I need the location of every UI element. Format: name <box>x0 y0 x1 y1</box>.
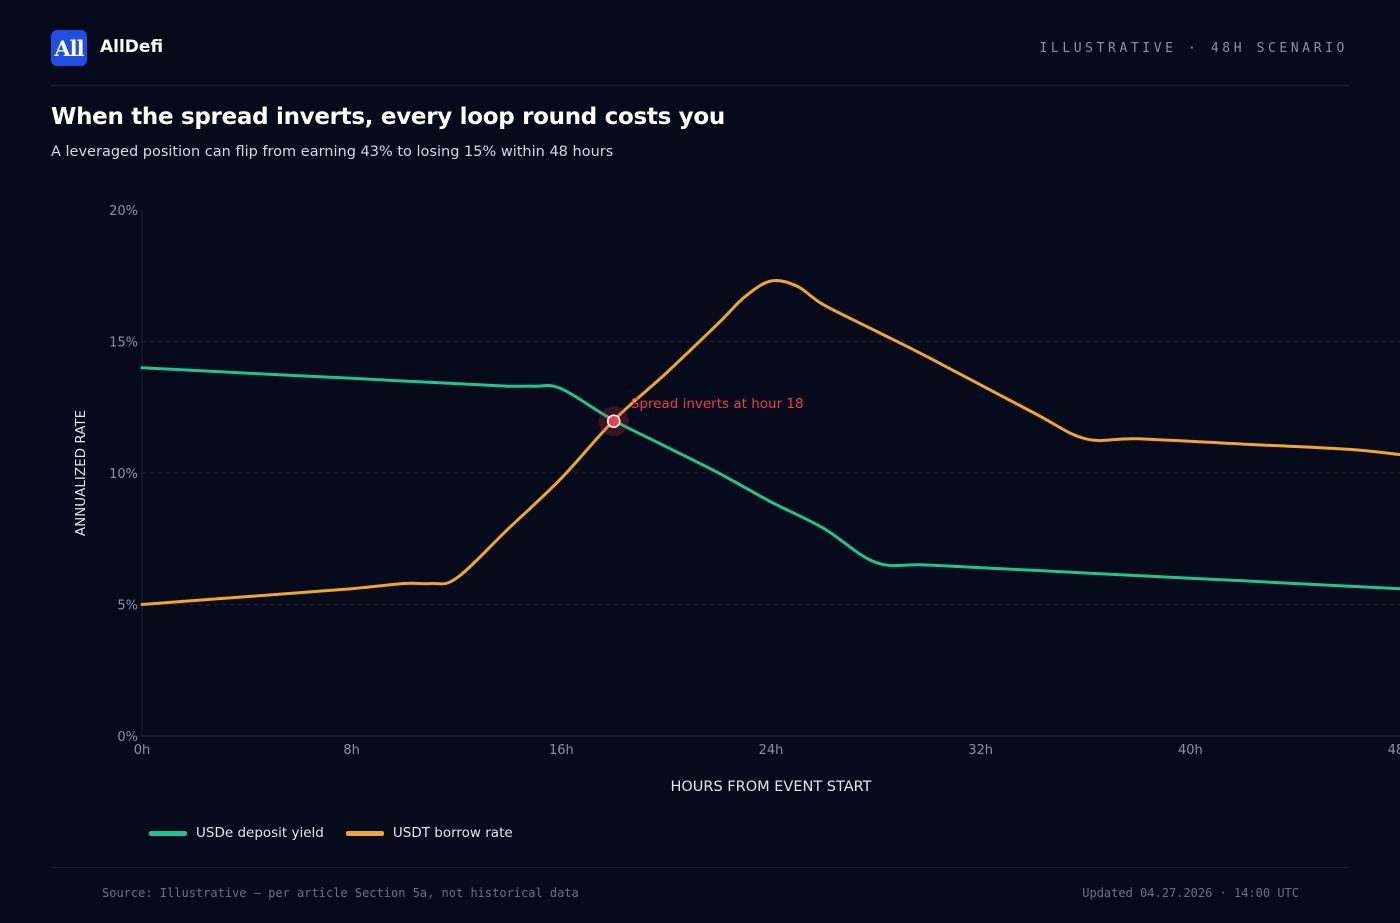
axis-layer: 0% 5% 10% 15% 20% 0h 8h 16h 24h 32h 40h 48h HOURS FR… <box>73 204 1400 795</box>
x-axis-title: HOURS FROM EVENT START <box>670 779 871 795</box>
footer-divider <box>51 867 1349 868</box>
x-tick-label: 24h <box>759 743 784 758</box>
legend-swatch-usdt <box>345 830 384 836</box>
brand-name: AllDefi <box>100 37 164 57</box>
x-tick-label: 8h <box>343 743 360 758</box>
usdt-borrow-rate-line <box>140 279 1400 606</box>
source-note: Source: Illustrative — per article Secti… <box>102 886 579 900</box>
legend-swatch-usde <box>149 830 187 836</box>
updated-timestamp: Updated 04.27.2026 · 14:00 UTC <box>1082 886 1299 900</box>
y-tick-label: 0% <box>117 730 138 745</box>
chart-subtitle: A leveraged position can flip from earni… <box>51 144 614 160</box>
x-tick-label: 0h <box>134 743 151 758</box>
crossover-label: Spread inverts at hour 18 <box>631 396 804 412</box>
y-tick-label: 10% <box>109 467 138 482</box>
x-tick-label: 48h <box>1388 743 1400 758</box>
grid-layer <box>142 341 1400 605</box>
x-tick-label: 40h <box>1178 743 1203 758</box>
legend-label-usde: USDe deposit yield <box>196 825 324 841</box>
y-tick-label: 5% <box>117 599 138 614</box>
scenario-label: ILLUSTRATIVE · 48H SCENARIO <box>1039 41 1348 56</box>
legend-item-usde: USDe deposit yield <box>149 825 324 841</box>
chart-title: When the spread inverts, every loop roun… <box>51 104 725 130</box>
series-layer <box>140 279 1400 606</box>
y-axis-title: ANNUALIZED RATE <box>73 410 89 536</box>
brand-logo-icon: All <box>51 30 87 66</box>
crossover-point <box>607 414 621 428</box>
header-divider <box>51 85 1349 86</box>
annotation-layer: Spread inverts at hour 18 <box>598 396 804 437</box>
chart-legend: USDe deposit yield USDT borrow rate <box>149 825 513 841</box>
y-tick-label: 20% <box>109 204 138 219</box>
x-tick-label: 16h <box>549 743 574 758</box>
x-tick-label: 32h <box>968 743 993 758</box>
y-tick-label: 15% <box>109 336 138 351</box>
legend-item-usdt: USDT borrow rate <box>345 825 513 841</box>
legend-label-usdt: USDT borrow rate <box>392 825 513 841</box>
usde-deposit-yield-line <box>140 366 1400 591</box>
